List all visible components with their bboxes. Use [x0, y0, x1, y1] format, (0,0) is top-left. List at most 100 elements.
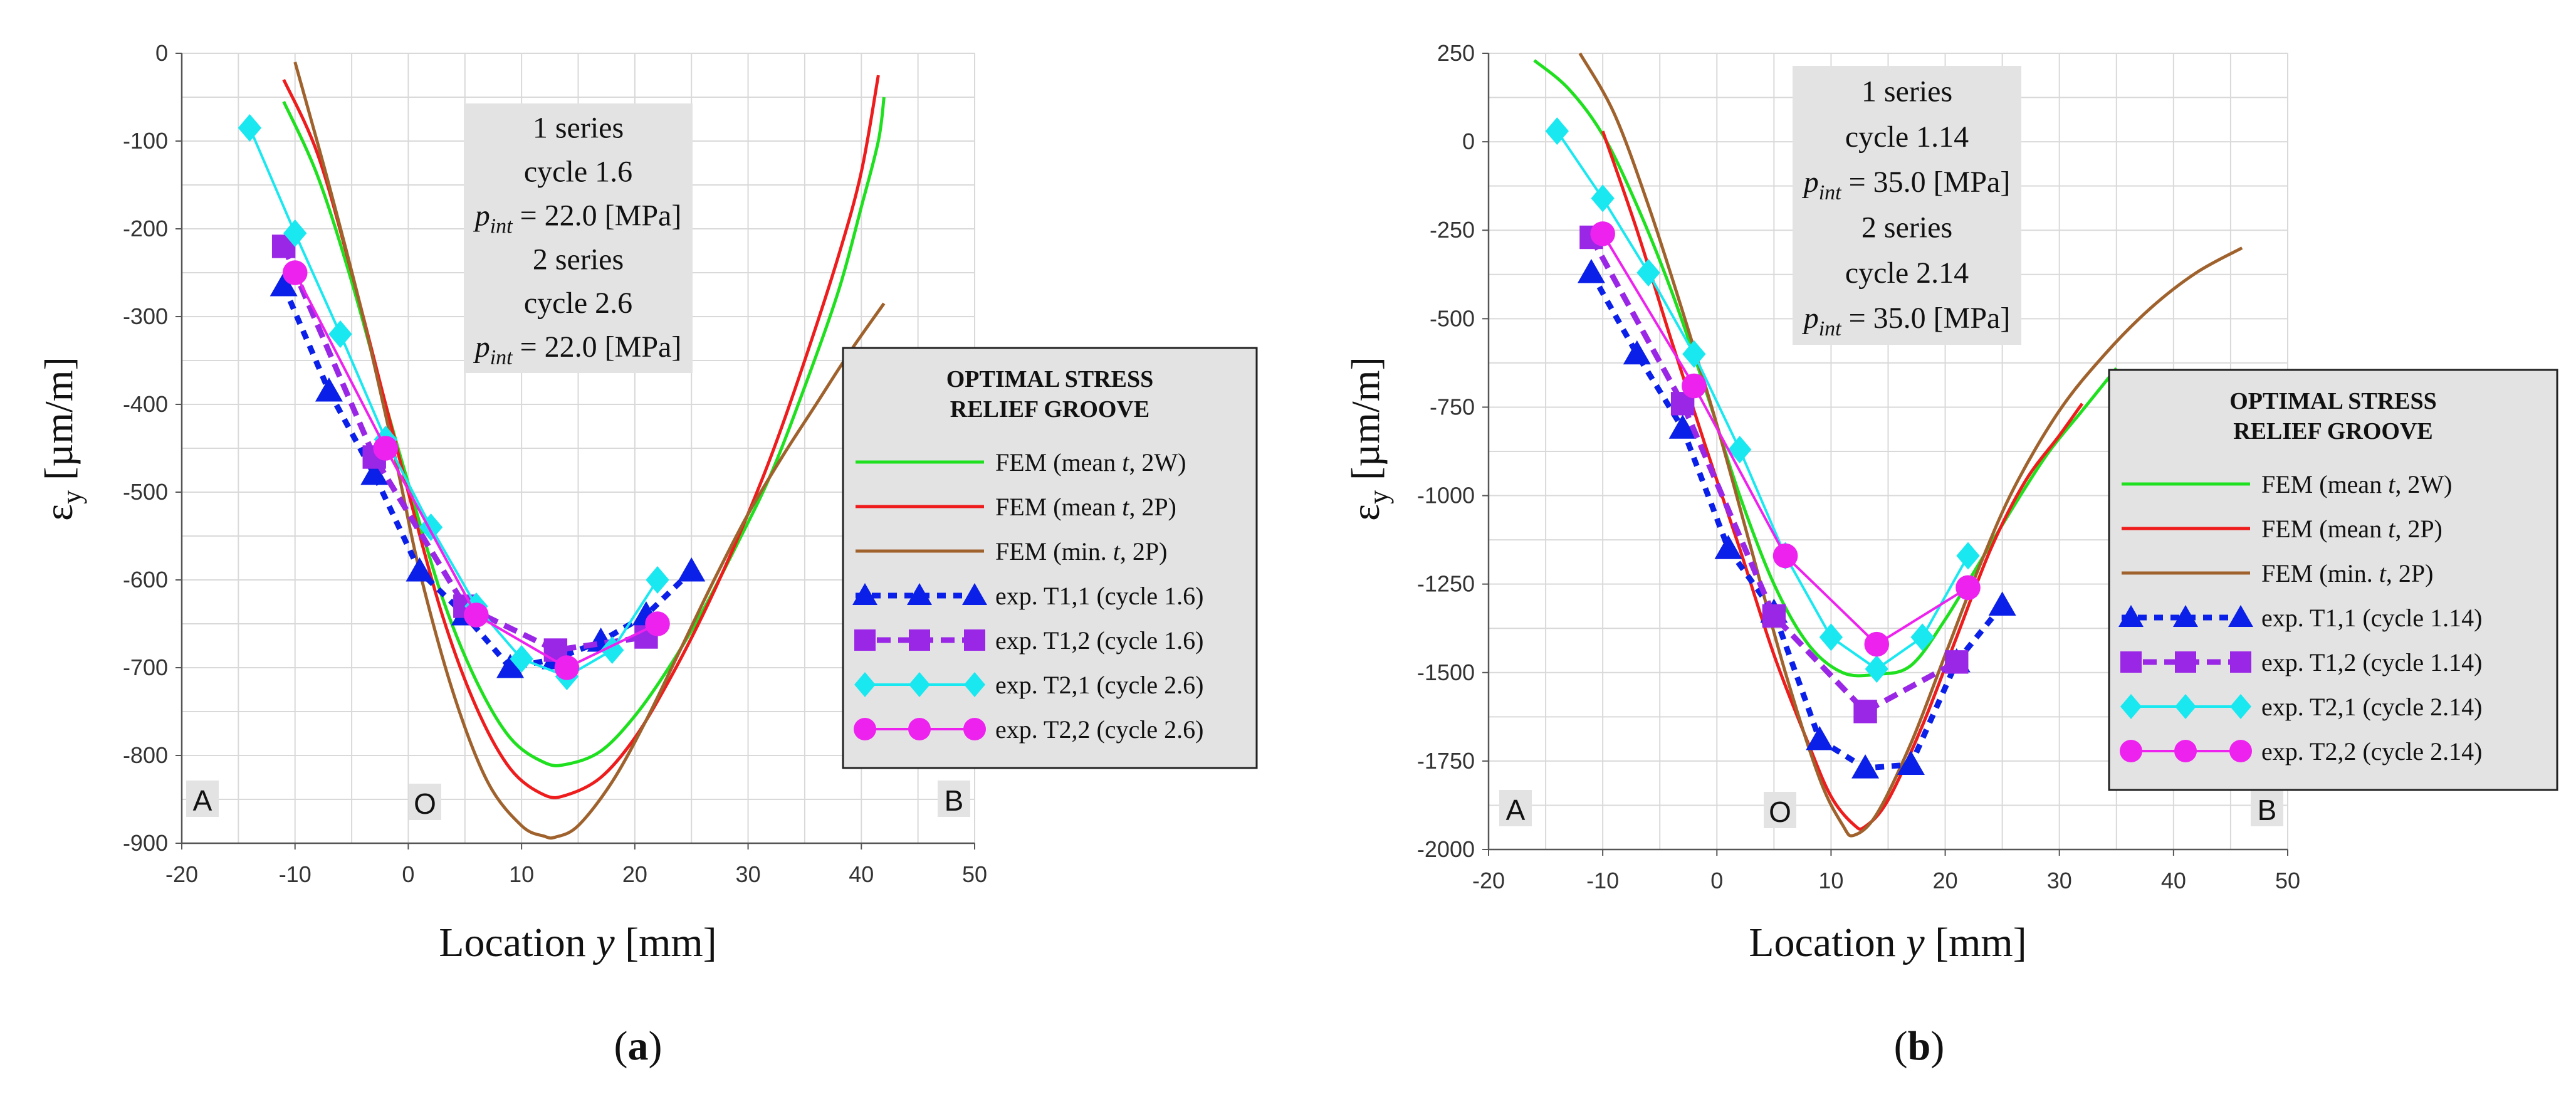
point-label-O: O — [414, 787, 436, 820]
data-point — [1714, 535, 1742, 559]
legend-swatch-marker — [2120, 740, 2142, 762]
y-axis-unit: [µm/m] — [36, 357, 81, 490]
x-tick-label: 40 — [2161, 868, 2186, 893]
data-point — [1590, 221, 1615, 246]
data-point — [1682, 340, 1706, 368]
data-point — [315, 377, 343, 402]
legend-entry: FEM (mean t, 2P) — [2122, 515, 2442, 543]
point-label-bg — [1499, 790, 1532, 826]
exp-line — [1556, 130, 1969, 671]
data-point — [464, 602, 489, 628]
legend-swatch-marker — [854, 718, 876, 740]
x-tick-label: -10 — [279, 861, 312, 887]
legend-swatch-marker — [2175, 694, 2196, 719]
legend-label-italic: t — [2379, 559, 2387, 587]
panel-a: -20 -10 0 10 20 30 40 500-100-200-300-400-500-6… — [36, 40, 1258, 1069]
data-point — [1806, 726, 1834, 750]
x-tick-label: 20 — [622, 861, 647, 887]
info-line: 1 series — [1861, 75, 1952, 108]
y-tick-label: 0 — [155, 40, 168, 66]
legend-label-pre: FEM (min. — [2261, 559, 2379, 587]
y-tick-label: -700 — [123, 655, 168, 680]
legend-swatch-marker — [854, 629, 876, 651]
y-tick-label: -600 — [123, 567, 168, 592]
data-point — [1623, 340, 1651, 365]
legend-entry: exp. T2,2 (cycle 2.14) — [2120, 737, 2482, 765]
y-tick-label: -1500 — [1417, 660, 1475, 685]
y-tick-label: 250 — [1437, 40, 1475, 66]
data-point — [1545, 117, 1569, 145]
x-tick-label: -20 — [1472, 868, 1505, 893]
legend-swatch-marker — [2229, 740, 2252, 762]
x-axis-variable: y — [592, 920, 615, 965]
legend-label: FEM (mean t, 2P) — [2261, 515, 2442, 543]
data-point — [646, 566, 669, 594]
info-line: pint = 35.0 [MPa] — [1802, 166, 2011, 204]
y-axis-symbol: ε — [1343, 504, 1388, 521]
data-point — [678, 557, 706, 582]
p-subscript: int — [1819, 181, 1842, 204]
info-line: cycle 2.14 — [1845, 256, 1969, 290]
fem-curve — [1601, 130, 2084, 831]
legend-label-italic: t — [1122, 448, 1129, 476]
data-point — [1897, 750, 1925, 776]
legend-label-post: , 2P) — [1120, 537, 1168, 565]
legend-label-post: , 2W) — [2395, 470, 2452, 498]
legend-label-pre: FEM (mean — [2261, 470, 2388, 498]
info-line: 1 series — [533, 112, 624, 145]
legend-label: FEM (min. t, 2P) — [2261, 559, 2434, 587]
point-label-A: A — [193, 784, 212, 817]
y-tick-label: -400 — [123, 391, 168, 417]
series-2 — [293, 61, 886, 840]
data-point — [1988, 591, 2016, 616]
point-label-bg — [409, 784, 441, 820]
series-6 — [282, 260, 670, 680]
x-tick-label: 10 — [1818, 868, 1843, 893]
legend-label: FEM (mean t, 2P) — [995, 493, 1176, 521]
legend-entry: FEM (mean t, 2W) — [2122, 470, 2452, 498]
legend-swatch-marker — [2120, 694, 2142, 719]
data-point — [1668, 414, 1697, 439]
y-tick-label: -200 — [123, 216, 168, 241]
legend-label: exp. T2,2 (cycle 2.14) — [2261, 737, 2482, 765]
legend-swatch-marker — [854, 672, 876, 697]
legend-box — [2108, 369, 2558, 791]
series-group — [238, 61, 886, 840]
legend-swatch-marker — [2120, 651, 2142, 673]
data-point — [282, 260, 308, 285]
data-point — [1682, 373, 1707, 399]
y-tick-label: -1000 — [1417, 483, 1475, 508]
y-tick-label: -500 — [1430, 305, 1475, 331]
exp-line — [1589, 271, 2005, 771]
legend-title-line2: RELIEF GROOVE — [2233, 418, 2432, 444]
legend-entry: FEM (min. t, 2P) — [856, 537, 1168, 565]
legend-swatch-marker — [2173, 605, 2198, 627]
p-symbol: p — [473, 199, 490, 232]
info-line: 2 series — [533, 243, 624, 276]
point-label-B: B — [2258, 794, 2277, 826]
series-3 — [1577, 258, 2016, 779]
y-tick-label: -800 — [123, 742, 168, 768]
info-line: pint = 22.0 [MPa] — [473, 330, 682, 369]
y-tick-label: -1250 — [1417, 571, 1475, 597]
pressure-value: = 35.0 [MPa] — [1841, 166, 2011, 199]
legend-label: exp. T1,2 (cycle 1.6) — [995, 626, 1203, 655]
legend-label-pre: FEM (mean — [995, 493, 1122, 521]
x-tick-label: 50 — [962, 861, 987, 887]
info-line: cycle 2.6 — [524, 287, 632, 320]
legend-swatch-marker — [909, 672, 930, 697]
p-symbol: p — [473, 330, 490, 364]
legend-label: exp. T1,1 (cycle 1.6) — [995, 582, 1203, 610]
data-point — [360, 461, 389, 485]
legend-label-italic: t — [2388, 515, 2395, 543]
legend-label: exp. T1,2 (cycle 1.14) — [2261, 648, 2482, 676]
fem-curve — [293, 61, 886, 840]
fem-curve — [1578, 52, 2243, 838]
pressure-value: = 22.0 [MPa] — [513, 199, 682, 232]
data-point — [406, 557, 434, 582]
data-point — [600, 636, 624, 664]
data-point — [1636, 258, 1660, 287]
data-point — [238, 114, 262, 142]
